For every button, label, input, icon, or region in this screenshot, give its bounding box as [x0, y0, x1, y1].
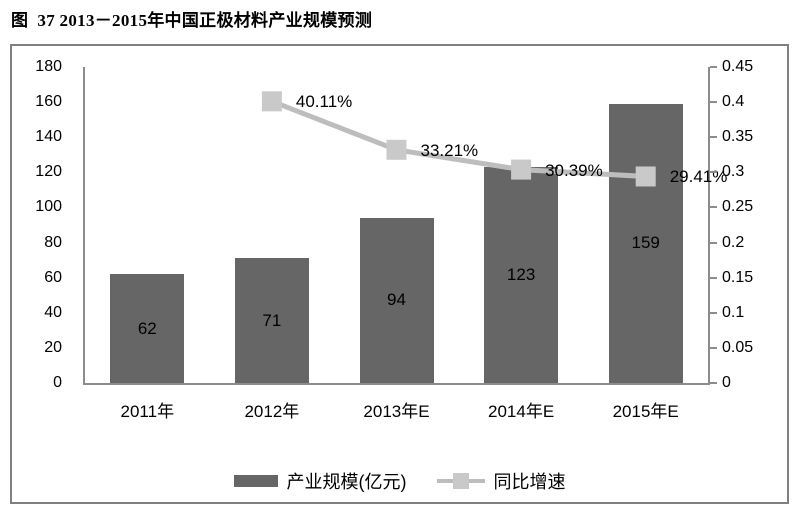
bar-2015年E	[608, 103, 683, 383]
y-axis-right-tickmark	[710, 66, 717, 68]
line-marker-icon	[261, 91, 282, 112]
y-axis-left-tick-label: 0	[53, 374, 62, 391]
right-axis-line	[708, 67, 710, 385]
growth-rate-value-label: 33.21%	[420, 140, 479, 160]
x-axis-category-label: 2013年E	[363, 402, 430, 421]
y-axis-left-tick-label: 140	[35, 128, 62, 146]
y-axis-right-tickmark	[710, 101, 717, 104]
legend-item-line: 同比增速	[436, 468, 566, 494]
y-axis-right-tick-label: 0.35	[722, 128, 754, 146]
legend-line-marker-icon	[452, 473, 469, 489]
y-axis-right-tickmark	[710, 311, 717, 314]
line-marker-icon	[635, 166, 656, 187]
y-axis-right-tick-label: 0.4	[722, 93, 745, 111]
y-axis-right-tickmark	[710, 276, 717, 279]
y-axis-left-tick-label: 60	[44, 268, 62, 286]
growth-rate-line	[261, 91, 656, 187]
x-axis-category-label: 2012年	[244, 402, 300, 421]
legend-bar-swatch	[233, 475, 278, 487]
bar-2014年E	[484, 167, 559, 383]
y-axis-right-tickmark	[710, 346, 717, 349]
legend-line-label: 同比增速	[493, 472, 566, 492]
y-axis-right-tick-label: 0.3	[722, 163, 745, 181]
legend-bar-label: 产业规模(亿元)	[286, 472, 407, 492]
y-axis-left-tick-label: 80	[44, 233, 62, 251]
y-axis-right-tick-label: 0.2	[722, 233, 745, 251]
y-axis-right-tick-label: 0.05	[722, 338, 754, 356]
chart-legend: 产业规模(亿元) 同比增速	[12, 468, 787, 494]
growth-rate-value-label: 40.11%	[295, 92, 353, 112]
figure-title: 图 37 2013－2015年中国正极材料产业规模预测	[11, 11, 373, 30]
legend-item-bar: 产业规模(亿元)	[233, 468, 407, 494]
x-axis-line	[83, 383, 710, 385]
y-axis-right-tickmark	[710, 171, 717, 174]
bar-value-label: 123	[506, 265, 536, 285]
y-axis-right-tick-label: 0.1	[722, 303, 745, 321]
y-axis-right-tick-label: 0.25	[722, 198, 754, 216]
y-axis-left-tick-label: 20	[44, 338, 62, 356]
bar-value-label: 159	[631, 233, 660, 253]
y-axis-left-tick-label: 40	[44, 303, 62, 321]
growth-rate-value-label: 30.39%	[545, 160, 603, 180]
y-axis-right-tickmark	[710, 206, 717, 209]
growth-rate-value-label: 29.41%	[669, 167, 728, 187]
y-axis-right-tickmark	[710, 136, 717, 139]
chart-frame: 62 71 94 123 159 40.11% 33.21% 30.39% 29.41% 产业规…	[10, 44, 789, 504]
bar-value-label: 71	[262, 310, 282, 330]
y-axis-right-tick-label: 0.45	[722, 58, 754, 75]
x-axis-category-label: 2011年	[120, 402, 175, 421]
y-axis-right-tick-label: 0	[722, 374, 731, 391]
bar-value-label: 94	[387, 290, 406, 310]
bar-2011年	[110, 274, 185, 383]
x-axis-category-label: 2015年E	[612, 402, 679, 421]
legend-line-swatch	[436, 473, 485, 489]
y-axis-right-tickmark	[710, 382, 717, 384]
line-marker-icon	[386, 139, 407, 160]
y-axis-left-tick-label: 180	[35, 58, 62, 75]
y-axis-left-tick-label: 120	[35, 163, 62, 181]
bar-2012年	[234, 258, 309, 383]
plot-area: 62 71 94 123 159 40.11% 33.21% 30.39% 29.41%	[85, 67, 727, 383]
y-axis-left-tick-label: 160	[35, 93, 62, 111]
y-axis-right-tick-label: 0.15	[722, 268, 754, 286]
y-axis-left-tick-label: 100	[35, 198, 62, 216]
line-marker-icon	[511, 159, 532, 180]
growth-rate-polyline	[270, 99, 646, 179]
bar-2013年E	[359, 217, 434, 383]
y-axis-right-tickmark	[710, 241, 717, 244]
bar-value-label: 62	[137, 318, 157, 338]
left-axis-line	[83, 67, 85, 385]
x-axis-category-label: 2014年E	[488, 402, 555, 421]
